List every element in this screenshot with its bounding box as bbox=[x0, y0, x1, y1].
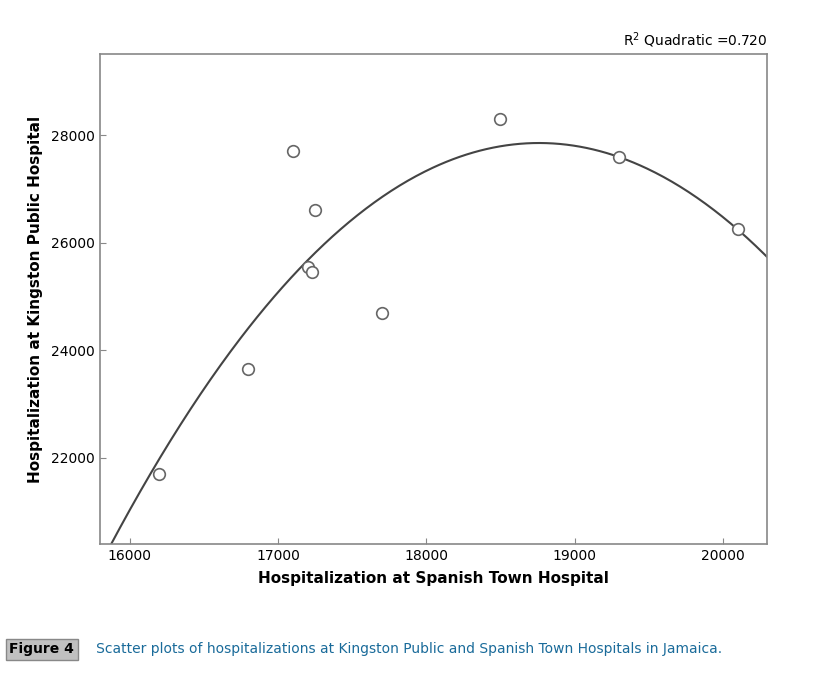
Point bbox=[731, 224, 744, 235]
Point bbox=[286, 146, 299, 156]
Point bbox=[242, 364, 255, 375]
Point bbox=[612, 151, 626, 162]
Text: R$^2$ Quadratic =0.720: R$^2$ Quadratic =0.720 bbox=[623, 30, 767, 50]
Point bbox=[494, 114, 507, 124]
Y-axis label: Hospitalization at Kingston Public Hospital: Hospitalization at Kingston Public Hospi… bbox=[28, 116, 43, 483]
Point bbox=[309, 205, 322, 216]
Text: Scatter plots of hospitalizations at Kingston Public and Spanish Town Hospitals : Scatter plots of hospitalizations at Kin… bbox=[83, 643, 722, 656]
Point bbox=[153, 469, 166, 479]
Point bbox=[301, 262, 314, 273]
X-axis label: Hospitalization at Spanish Town Hospital: Hospitalization at Spanish Town Hospital bbox=[259, 571, 609, 586]
Point bbox=[375, 307, 389, 318]
Point bbox=[305, 267, 319, 277]
Text: Figure 4: Figure 4 bbox=[9, 643, 74, 656]
